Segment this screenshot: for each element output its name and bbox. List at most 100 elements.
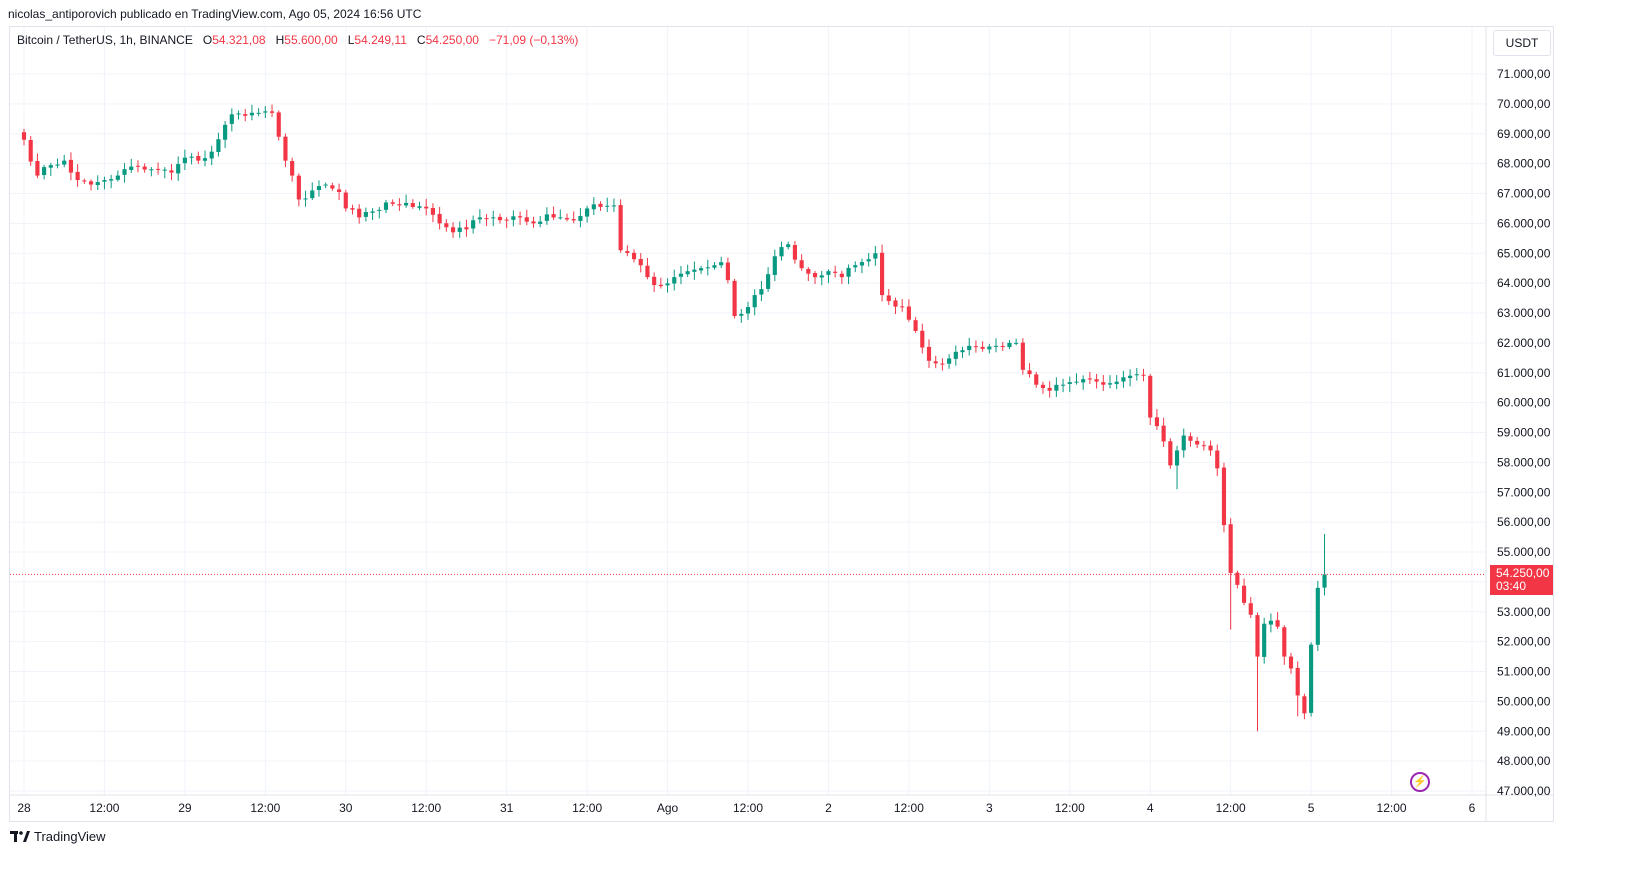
candle-body	[1054, 384, 1059, 391]
candle-body	[1288, 656, 1294, 669]
candle-body	[1161, 425, 1166, 442]
y-tick-label: 71.000,00	[1497, 67, 1551, 81]
x-tick-label: 12:00	[89, 801, 119, 815]
candle-body	[1121, 377, 1126, 382]
time-axis: 28 12:00 29 12:00 30 12:00 31 12:00 Ago 12:00 2 12:…	[17, 801, 1475, 815]
candle-body	[484, 218, 489, 220]
candle-body	[792, 245, 798, 260]
price-axis: 71.000,00 70.000,00 69.000,00 68.000,00 67.0…	[1497, 67, 1551, 798]
y-tick-label: 53.000,00	[1497, 605, 1551, 619]
candle-body	[75, 171, 80, 181]
x-tick-label: 4	[1147, 801, 1154, 815]
currency-button[interactable]: USDT	[1493, 30, 1551, 56]
candle-body	[886, 295, 891, 302]
candle-body	[430, 207, 436, 215]
low-value: 54.249,11	[354, 33, 407, 47]
y-tick-label: 49.000,00	[1497, 724, 1551, 738]
candle-body	[1014, 342, 1019, 344]
candle-body	[678, 273, 684, 277]
tradingview-logo-icon	[10, 830, 30, 842]
candle-body	[316, 186, 322, 191]
y-tick-label: 63.000,00	[1497, 306, 1551, 320]
candle-body	[155, 168, 161, 170]
grid-lines	[10, 27, 1553, 821]
y-tick-label: 68.000,00	[1497, 157, 1551, 171]
y-tick-label: 51.000,00	[1497, 665, 1551, 679]
y-tick-label: 58.000,00	[1497, 455, 1551, 469]
candle-body	[652, 276, 657, 286]
candle-body	[303, 198, 308, 200]
candle-body	[296, 175, 301, 200]
candle-body	[1034, 374, 1039, 385]
candle-body	[370, 211, 375, 213]
candle-body	[732, 280, 737, 316]
open-value: 54.321,08	[212, 33, 266, 47]
candle-body	[276, 112, 281, 137]
candle-body	[397, 204, 402, 206]
candle-body	[229, 114, 234, 124]
candle-body	[102, 180, 107, 182]
x-tick-label: Ago	[657, 801, 679, 815]
lightning-icon[interactable]: ⚡	[1410, 772, 1430, 792]
y-tick-label: 61.000,00	[1497, 366, 1551, 380]
candle-body	[920, 330, 925, 348]
candle-body	[363, 212, 368, 217]
candle-body	[477, 217, 482, 220]
candle-body	[993, 345, 999, 347]
candle-body	[1101, 382, 1106, 385]
candle-body	[517, 216, 523, 218]
x-tick-label: 29	[178, 801, 192, 815]
candle-body	[196, 155, 201, 161]
candle-body	[68, 159, 74, 173]
candle-body	[812, 273, 818, 278]
candle-body	[1215, 450, 1220, 469]
candle-body	[417, 206, 422, 208]
candle-body	[772, 256, 777, 275]
y-tick-label: 69.000,00	[1497, 127, 1551, 141]
candle-body	[618, 205, 623, 251]
candle-body	[1262, 623, 1267, 657]
candle-body	[1248, 603, 1253, 615]
y-tick-label: 66.000,00	[1497, 216, 1551, 230]
candle-body	[1208, 445, 1213, 451]
y-tick-label: 64.000,00	[1497, 276, 1551, 290]
candle-body	[55, 164, 60, 166]
tradingview-logo[interactable]: TradingView	[10, 829, 106, 844]
candle-body	[558, 217, 563, 219]
y-tick-label: 57.000,00	[1497, 485, 1551, 499]
candle-body	[290, 161, 295, 176]
candle-body	[591, 204, 596, 210]
last-price-value: 54.250,00	[1496, 566, 1550, 581]
candle-body	[263, 111, 268, 113]
candle-body	[1087, 378, 1092, 380]
candle-body	[1027, 370, 1032, 375]
candle-body	[129, 166, 134, 170]
x-tick-label: 12:00	[250, 801, 280, 815]
candle-body	[611, 205, 617, 207]
x-tick-label: 3	[986, 801, 993, 815]
candle-body	[685, 271, 690, 275]
tradingview-brand: TradingView	[34, 829, 106, 844]
candle-body	[1221, 467, 1227, 526]
high-label: H	[275, 33, 285, 47]
candle-body	[625, 251, 630, 253]
candle-body	[202, 158, 208, 161]
candle-body	[169, 170, 174, 173]
candle-body	[719, 262, 724, 266]
candle-body	[940, 363, 945, 365]
candle-body	[645, 265, 650, 278]
candle-body	[343, 192, 348, 209]
y-tick-label: 52.000,00	[1497, 635, 1551, 649]
x-tick-label: 31	[500, 801, 514, 815]
candle-body	[1282, 627, 1287, 657]
candle-body	[933, 361, 938, 364]
candle-body	[953, 351, 958, 359]
candle-body	[605, 205, 610, 207]
candle-body	[544, 214, 549, 221]
candle-body	[752, 295, 757, 308]
candle-body	[450, 227, 456, 233]
y-tick-label: 59.000,00	[1497, 426, 1551, 440]
candle-body	[745, 307, 751, 314]
candle-body	[1309, 644, 1314, 713]
